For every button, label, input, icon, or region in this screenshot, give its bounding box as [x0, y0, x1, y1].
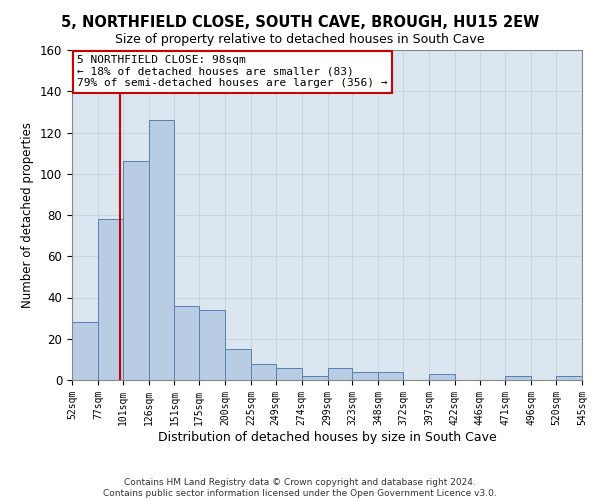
Bar [429, 374, 455, 380]
Bar [352, 372, 378, 380]
Bar [98, 219, 122, 380]
Bar [149, 120, 175, 380]
Bar [122, 162, 149, 380]
Bar [175, 306, 199, 380]
Bar [505, 376, 532, 380]
Bar [251, 364, 276, 380]
Text: Contains HM Land Registry data © Crown copyright and database right 2024.
Contai: Contains HM Land Registry data © Crown c… [103, 478, 497, 498]
Bar [225, 349, 251, 380]
Bar [72, 322, 98, 380]
Bar [378, 372, 403, 380]
Bar [328, 368, 352, 380]
Bar [199, 310, 225, 380]
Text: 5, NORTHFIELD CLOSE, SOUTH CAVE, BROUGH, HU15 2EW: 5, NORTHFIELD CLOSE, SOUTH CAVE, BROUGH,… [61, 15, 539, 30]
Bar [302, 376, 328, 380]
Bar [276, 368, 302, 380]
Text: Size of property relative to detached houses in South Cave: Size of property relative to detached ho… [115, 32, 485, 46]
Text: 5 NORTHFIELD CLOSE: 98sqm
← 18% of detached houses are smaller (83)
79% of semi-: 5 NORTHFIELD CLOSE: 98sqm ← 18% of detac… [77, 55, 388, 88]
Bar [556, 376, 582, 380]
X-axis label: Distribution of detached houses by size in South Cave: Distribution of detached houses by size … [158, 430, 496, 444]
Y-axis label: Number of detached properties: Number of detached properties [22, 122, 34, 308]
